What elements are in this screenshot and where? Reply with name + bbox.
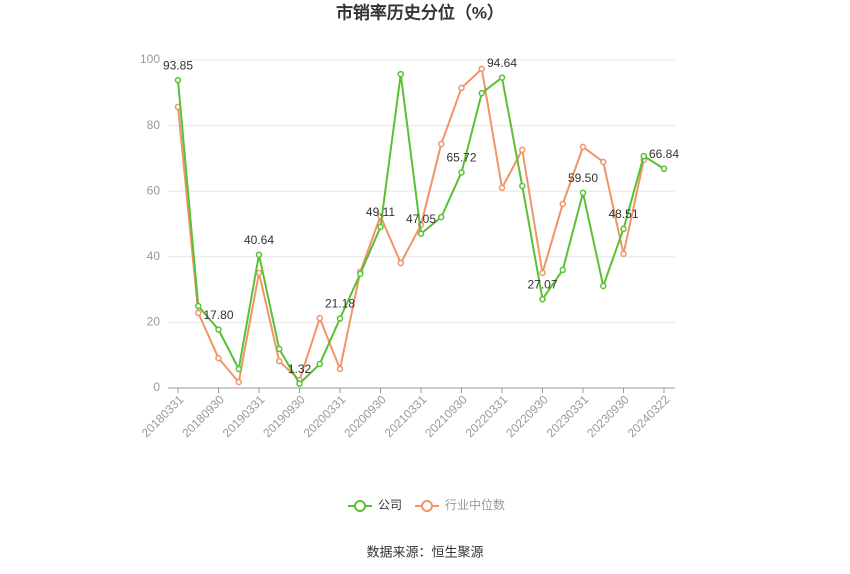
- point: [215, 326, 222, 333]
- y-tick-label: 40: [147, 249, 161, 263]
- point: [316, 360, 323, 368]
- point: [660, 165, 668, 173]
- point: [438, 213, 445, 221]
- source: 数据来源：恒生聚源: [366, 544, 483, 559]
- x-tick-label: 20190331: [220, 392, 268, 440]
- legend-marker: [421, 500, 433, 512]
- point: [276, 357, 283, 365]
- point: [579, 143, 587, 151]
- point: [539, 269, 546, 277]
- data-label: 59.50: [568, 171, 598, 185]
- x-tick-label: 20200331: [301, 392, 349, 440]
- x-tick-label: 20180930: [179, 392, 227, 440]
- x-tick-label: 20180331: [139, 392, 187, 440]
- point: [195, 302, 202, 310]
- point: [174, 76, 182, 84]
- point: [397, 70, 404, 78]
- point: [478, 89, 485, 97]
- x-tick-label: 20230331: [544, 392, 592, 440]
- point: [458, 84, 465, 92]
- data-label: 21.18: [325, 297, 355, 311]
- point: [215, 354, 222, 362]
- point: [336, 365, 344, 373]
- point: [336, 315, 344, 322]
- series-line: [177, 66, 645, 385]
- point: [438, 140, 445, 148]
- point: [498, 184, 506, 192]
- series-line: [177, 73, 665, 386]
- y-tick-label: 100: [140, 52, 160, 66]
- data-label: 93.85: [163, 58, 193, 72]
- data-label: 94.64: [487, 56, 517, 70]
- point: [235, 365, 242, 373]
- data-label: 27.07: [527, 277, 557, 291]
- point: [640, 152, 647, 160]
- x-tick-label: 20190930: [260, 392, 308, 440]
- point: [539, 295, 546, 303]
- x-tick-label: 20230930: [584, 392, 632, 440]
- data-label: 66.84: [649, 147, 679, 161]
- data-label: 17.80: [203, 308, 233, 322]
- chart-title: 市销率历史分位（%）: [336, 2, 504, 22]
- x-tick-label: 20210331: [382, 392, 430, 440]
- point: [316, 314, 323, 322]
- point: [235, 378, 242, 386]
- x-tick-label: 20210930: [422, 392, 470, 440]
- point: [255, 251, 263, 258]
- y-tick-label: 80: [147, 118, 161, 132]
- point: [458, 169, 465, 176]
- legend-label: 行业中位数: [445, 497, 505, 512]
- x-tick-label: 20220331: [463, 392, 511, 440]
- point: [559, 266, 566, 274]
- point: [296, 380, 303, 387]
- point: [498, 74, 506, 81]
- x-tick-label: 20240322: [625, 392, 673, 440]
- legend-label: 公司: [378, 498, 402, 512]
- x-tick-label: 20220930: [503, 392, 551, 440]
- y-tick-label: 20: [147, 315, 161, 329]
- x-tick-label: 20200930: [341, 392, 389, 440]
- point: [600, 158, 607, 166]
- legend-marker: [354, 500, 366, 512]
- y-tick-label: 60: [147, 183, 161, 197]
- point: [357, 270, 364, 278]
- data-label: 47.05: [406, 212, 436, 226]
- point: [519, 182, 526, 190]
- point: [377, 223, 384, 231]
- point: [620, 250, 627, 258]
- data-label: 48.51: [608, 207, 638, 221]
- y-tick-label: 0: [153, 380, 160, 394]
- point: [195, 309, 202, 317]
- point: [600, 282, 607, 290]
- point: [417, 230, 425, 237]
- point: [579, 189, 587, 197]
- data-label: 40.64: [244, 233, 274, 247]
- point: [559, 200, 566, 208]
- data-label: 49.11: [366, 205, 395, 219]
- point: [478, 65, 485, 73]
- point: [397, 259, 404, 267]
- data-label: 1.32: [288, 362, 312, 376]
- data-label: 65.72: [446, 151, 476, 165]
- point: [519, 146, 526, 154]
- point: [276, 345, 283, 353]
- point: [255, 269, 263, 277]
- point: [620, 225, 627, 233]
